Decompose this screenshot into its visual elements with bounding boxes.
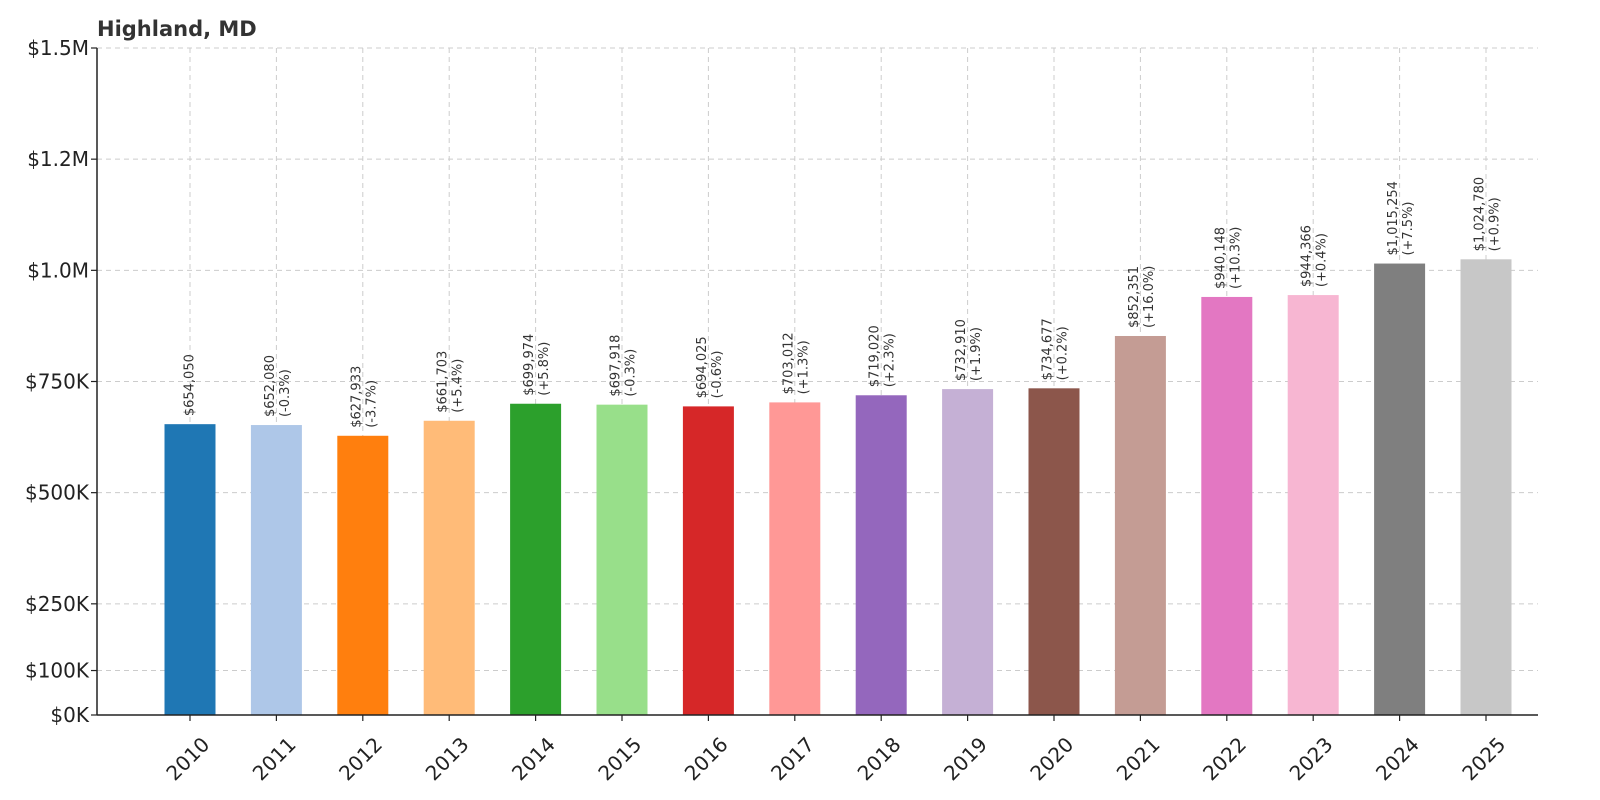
y-tick-label: $750K <box>25 370 90 394</box>
x-tick-label: 2024 <box>1371 732 1424 785</box>
x-tick-label: 2020 <box>1025 732 1078 785</box>
x-tick-label: 2013 <box>421 732 474 785</box>
data-label-change: (-0.3%) <box>624 349 639 397</box>
data-label-change: (+16.0%) <box>1142 266 1157 328</box>
data-label-value: $697,918 <box>609 335 624 397</box>
bar-2021 <box>1114 335 1166 715</box>
bar-2024 <box>1374 263 1426 715</box>
data-label-value: $699,974 <box>522 334 537 396</box>
x-tick-label: 2012 <box>334 732 387 785</box>
data-label-value: $654,050 <box>183 354 198 416</box>
y-tick-label: $500K <box>25 481 90 505</box>
data-label-change: (+1.9%) <box>969 327 984 381</box>
bar-2012 <box>337 435 389 715</box>
bar-2023 <box>1287 295 1339 715</box>
chart-title: Highland, MD <box>97 17 257 41</box>
bar-2013 <box>423 420 475 715</box>
data-label-change: (+5.4%) <box>451 359 466 413</box>
data-label-value: $661,703 <box>436 351 451 413</box>
x-tick-label: 2022 <box>1198 732 1251 785</box>
bar-2022 <box>1201 296 1253 715</box>
data-label-change: (+2.3%) <box>883 333 898 387</box>
data-label-value: $652,080 <box>263 355 278 417</box>
data-label-value: $944,366 <box>1300 225 1315 287</box>
x-tick-label: 2016 <box>680 732 733 785</box>
y-tick-label: $1.5M <box>27 36 89 60</box>
data-label-value: $627,933 <box>349 366 364 428</box>
x-tick-label: 2015 <box>593 732 646 785</box>
bar-2010 <box>164 424 216 715</box>
data-label-change: (+1.3%) <box>796 340 811 394</box>
y-tick-label: $1.0M <box>27 258 89 282</box>
bar-2020 <box>1028 388 1080 715</box>
x-tick-label: 2014 <box>507 732 560 785</box>
label-layer: $654,050 $652,080 (-0.3%) $627,933 (-3.7%) $6… <box>183 177 1503 428</box>
bar-2016 <box>682 406 734 715</box>
data-label-value: $734,677 <box>1041 318 1056 380</box>
x-tick-label: 2023 <box>1285 732 1338 785</box>
data-label-change: (+0.2%) <box>1056 326 1071 380</box>
data-label-value: $703,012 <box>781 332 796 394</box>
y-tick-label: $100K <box>25 659 90 683</box>
data-label-change: (-3.7%) <box>364 380 379 428</box>
data-label-value: $694,025 <box>695 336 710 398</box>
data-label-change: (+0.4%) <box>1315 233 1330 287</box>
y-tick-label: $0K <box>50 703 89 727</box>
y-tick-label: $1.2M <box>27 147 89 171</box>
data-label-change: (+10.3%) <box>1228 227 1243 289</box>
bar-2017 <box>769 402 821 715</box>
data-label-change: (+0.9%) <box>1488 197 1503 251</box>
x-tick-label: 2021 <box>1112 732 1165 785</box>
bar-2018 <box>855 395 907 715</box>
data-label-value: $1,015,254 <box>1386 181 1401 255</box>
x-tick-label: 2011 <box>248 732 301 785</box>
data-label-value: $732,910 <box>954 319 969 381</box>
x-tick-label: 2019 <box>939 732 992 785</box>
data-label-value: $852,351 <box>1127 266 1142 328</box>
bar-2019 <box>942 389 994 715</box>
bar-layer <box>164 259 1512 715</box>
data-label-value: $1,024,780 <box>1473 177 1488 251</box>
bar-2011 <box>250 425 302 715</box>
data-label-change: (+5.8%) <box>537 342 552 396</box>
x-tick-label: 2017 <box>766 732 819 785</box>
bar-2015 <box>596 404 648 715</box>
y-tick-label: $250K <box>25 592 90 616</box>
bar-2014 <box>510 403 562 715</box>
bar-2025 <box>1460 259 1512 715</box>
data-label-value: $719,020 <box>868 325 883 387</box>
data-label-change: (-0.3%) <box>278 369 293 417</box>
data-label-change: (+7.5%) <box>1401 201 1416 255</box>
x-tick-label: 2025 <box>1457 732 1510 785</box>
x-tick-label: 2010 <box>161 732 214 785</box>
x-tick-label: 2018 <box>853 732 906 785</box>
data-label-value: $940,148 <box>1213 227 1228 289</box>
data-label-change: (-0.6%) <box>710 351 725 399</box>
